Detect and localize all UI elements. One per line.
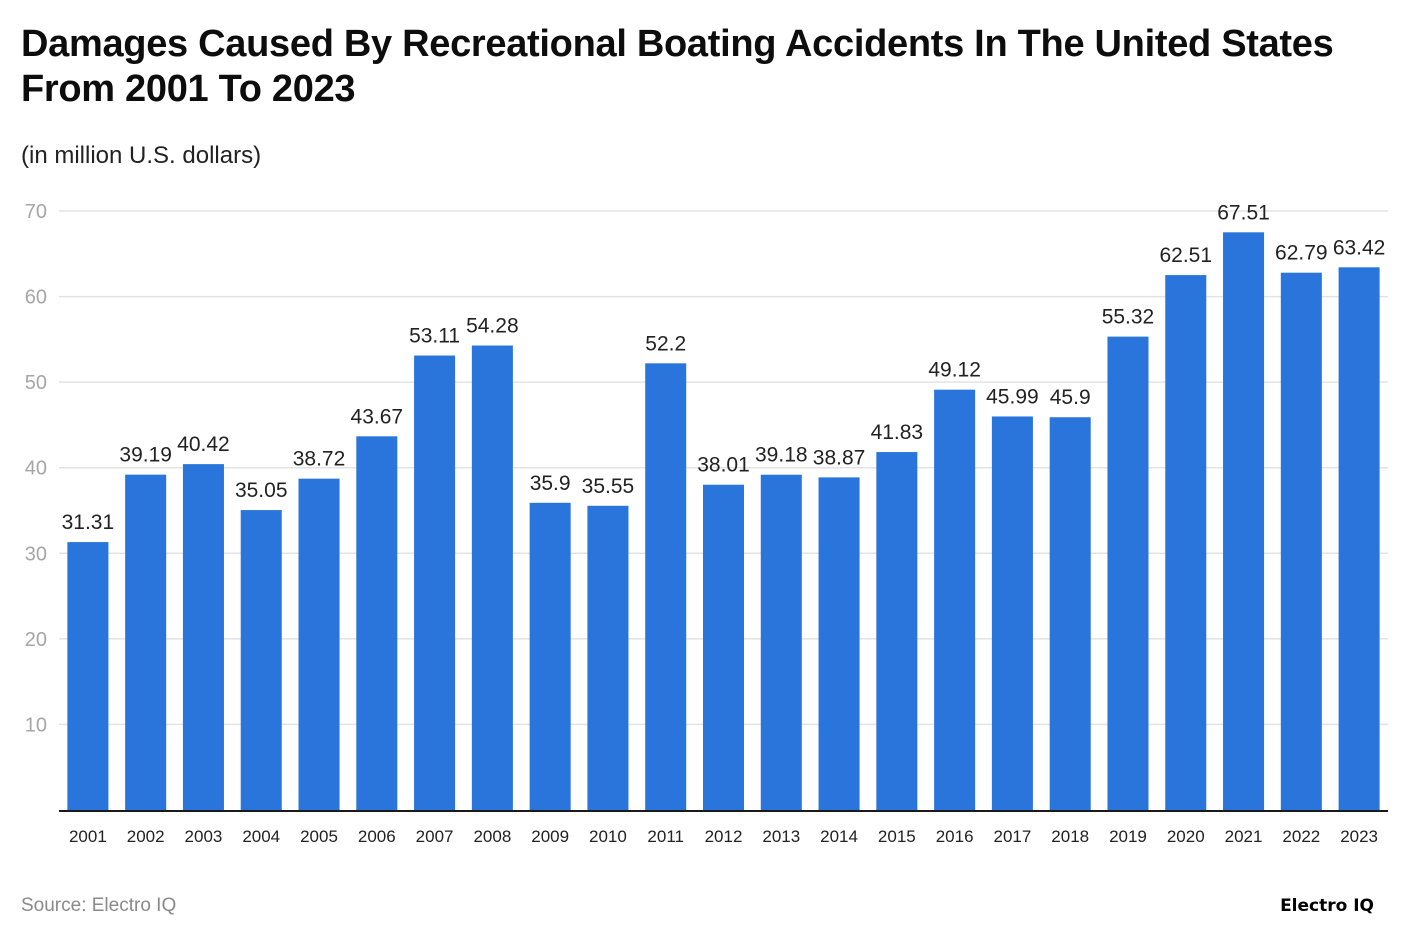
data-label: 55.32 — [1102, 306, 1155, 329]
x-tick-label: 2014 — [820, 827, 858, 846]
x-tick-label: 2001 — [69, 827, 107, 846]
bar — [1223, 232, 1265, 811]
x-tick-label: 2020 — [1167, 827, 1205, 846]
source-note: Source: Electro IQ — [21, 895, 177, 916]
data-label: 35.05 — [235, 479, 288, 502]
x-tick-label: 2007 — [416, 827, 454, 846]
data-label: 39.18 — [755, 444, 808, 467]
data-label: 63.42 — [1333, 236, 1386, 259]
brand-logo: Electro IQ — [1280, 896, 1374, 916]
bar — [934, 389, 976, 810]
bar — [1165, 275, 1207, 810]
y-tick-label: 40 — [25, 458, 47, 480]
bar — [587, 505, 629, 810]
bar — [414, 355, 456, 810]
data-label: 38.87 — [813, 446, 866, 469]
data-label: 38.72 — [293, 448, 346, 471]
x-tick-label: 2006 — [358, 827, 396, 846]
y-tick-label: 50 — [25, 372, 47, 394]
data-label: 45.99 — [986, 385, 1039, 408]
x-tick-label: 2015 — [878, 827, 916, 846]
data-label: 43.67 — [351, 405, 404, 428]
data-label: 35.55 — [582, 475, 635, 498]
x-tick-label: 2003 — [185, 827, 223, 846]
x-tick-label: 2023 — [1340, 827, 1378, 846]
data-label: 54.28 — [466, 315, 519, 338]
x-tick-label: 2011 — [647, 827, 684, 846]
bar — [125, 474, 167, 810]
x-tick-label: 2019 — [1109, 827, 1147, 846]
bar — [702, 484, 745, 810]
data-label: 62.79 — [1275, 242, 1328, 265]
data-label: 45.9 — [1050, 386, 1091, 409]
y-tick-label: 10 — [25, 714, 47, 736]
data-label: 31.31 — [62, 511, 115, 534]
data-label: 39.19 — [119, 444, 172, 467]
x-tick-label: 2004 — [242, 827, 280, 846]
x-tick-label: 2022 — [1282, 827, 1320, 846]
x-tick-label: 2012 — [705, 827, 743, 846]
x-tick-label: 2017 — [993, 827, 1031, 846]
chart-title: Damages Caused By Recreational Boating A… — [21, 23, 1334, 110]
data-label: 40.42 — [177, 433, 230, 456]
bar — [471, 345, 513, 810]
bar — [240, 510, 282, 810]
bar — [1338, 267, 1380, 810]
bar — [876, 452, 918, 810]
bar — [1280, 272, 1322, 810]
x-axis-ticks: 2001 2002 2003 2004 2005 2006 2007 2008 2009 2010… — [69, 827, 1378, 846]
bar — [760, 474, 802, 810]
x-tick-label: 2010 — [589, 827, 627, 846]
bar — [298, 478, 340, 810]
bar — [356, 436, 398, 810]
data-label: 67.51 — [1217, 201, 1270, 224]
y-tick-label: 20 — [25, 629, 47, 651]
bar — [182, 464, 224, 810]
y-tick-label: 30 — [25, 543, 47, 565]
chart-subtitle: (in million U.S. dollars) — [21, 142, 262, 169]
x-tick-label: 2008 — [473, 827, 511, 846]
bar — [529, 502, 571, 810]
bars — [67, 232, 1380, 811]
data-label: 52.2 — [645, 332, 686, 355]
bar — [1107, 336, 1149, 810]
x-tick-label: 2016 — [936, 827, 974, 846]
x-tick-label: 2009 — [531, 827, 569, 846]
data-label: 49.12 — [928, 359, 981, 382]
bar — [991, 416, 1033, 810]
data-label: 41.83 — [871, 421, 924, 444]
bar — [1049, 417, 1091, 810]
data-label: 62.51 — [1159, 244, 1212, 267]
x-tick-label: 2002 — [127, 827, 165, 846]
bar — [645, 363, 687, 810]
x-tick-label: 2005 — [300, 827, 338, 846]
x-tick-label: 2018 — [1051, 827, 1089, 846]
y-tick-label: 60 — [25, 287, 47, 309]
x-tick-label: 2021 — [1225, 827, 1263, 846]
bar — [67, 542, 109, 810]
x-tick-label: 2013 — [762, 827, 800, 846]
y-tick-label: 70 — [25, 201, 47, 223]
data-label: 53.11 — [409, 325, 460, 348]
data-label: 38.01 — [697, 454, 750, 477]
bar — [818, 477, 860, 810]
y-axis-ticks: 10 20 30 40 50 60 70 — [25, 201, 47, 736]
data-label: 35.9 — [530, 472, 571, 495]
